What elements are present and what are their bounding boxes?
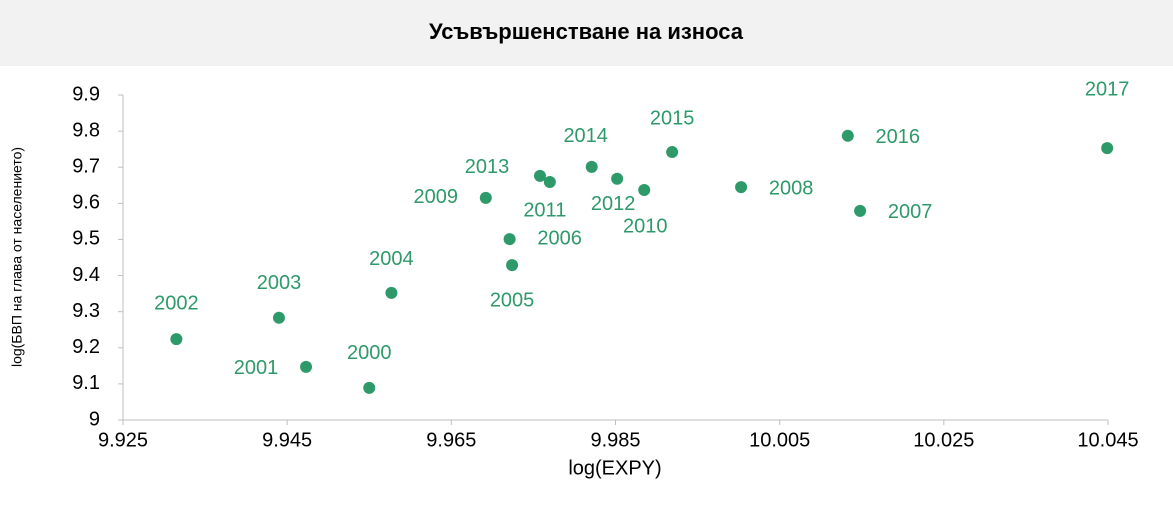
point xyxy=(735,181,748,194)
y-tick-label: 9.3 xyxy=(72,300,100,322)
point-label: 2009 xyxy=(414,186,459,208)
point xyxy=(638,183,651,196)
point-label: 2017 xyxy=(1085,78,1130,100)
y-tick-label: 9.6 xyxy=(72,192,100,214)
point-label: 2006 xyxy=(537,227,582,249)
point xyxy=(666,146,679,159)
point-label: 2012 xyxy=(591,193,636,215)
x-axis-label: log(EXPY) xyxy=(568,457,661,479)
point-label: 2015 xyxy=(650,107,695,129)
point xyxy=(479,191,492,204)
point-label: 2010 xyxy=(623,215,668,237)
y-tick-label: 9.4 xyxy=(72,264,100,286)
x-tick-label: 10.045 xyxy=(1077,429,1138,451)
point-label: 2013 xyxy=(465,156,510,178)
x-tick-label: 9.945 xyxy=(262,429,312,451)
point xyxy=(854,204,867,217)
y-tick-label: 9 xyxy=(89,408,100,430)
x-tick-label: 10.025 xyxy=(913,429,974,451)
point-label: 2007 xyxy=(888,201,933,223)
point xyxy=(506,259,519,272)
y-axis-label: log(БВП на глава от населението) xyxy=(9,147,25,367)
point xyxy=(300,360,313,373)
point xyxy=(385,286,398,299)
point xyxy=(611,172,624,185)
x-tick-label: 9.925 xyxy=(98,429,148,451)
x-tick-label: 9.965 xyxy=(426,429,476,451)
y-tick-label: 9.8 xyxy=(72,119,100,141)
title-band xyxy=(0,0,1173,66)
point-label: 2016 xyxy=(876,126,921,148)
y-tick-label: 9.1 xyxy=(72,372,100,394)
point xyxy=(363,381,376,394)
point-label: 2005 xyxy=(490,289,535,311)
point xyxy=(585,160,598,173)
point-label: 2002 xyxy=(154,292,199,314)
y-tick-label: 9.5 xyxy=(72,228,100,250)
chart-title: Усъвършенстване на износа xyxy=(429,19,744,44)
point-label: 2011 xyxy=(523,199,566,221)
point-label: 2003 xyxy=(257,272,302,294)
point-label: 2000 xyxy=(347,342,392,364)
point xyxy=(1101,142,1114,155)
point xyxy=(170,333,183,346)
point-label: 2004 xyxy=(369,248,414,270)
point xyxy=(272,311,285,324)
y-tick-label: 9.9 xyxy=(72,83,100,105)
point xyxy=(533,169,546,182)
point xyxy=(841,129,854,142)
point-label: 2008 xyxy=(769,177,814,199)
point-label: 2001 xyxy=(234,357,279,379)
point xyxy=(503,233,516,246)
x-tick-label: 9.985 xyxy=(590,429,640,451)
y-tick-label: 9.2 xyxy=(72,336,100,358)
y-tick-label: 9.7 xyxy=(72,156,100,178)
point xyxy=(543,176,556,189)
point-label: 2014 xyxy=(563,125,608,147)
x-tick-label: 10.005 xyxy=(749,429,810,451)
